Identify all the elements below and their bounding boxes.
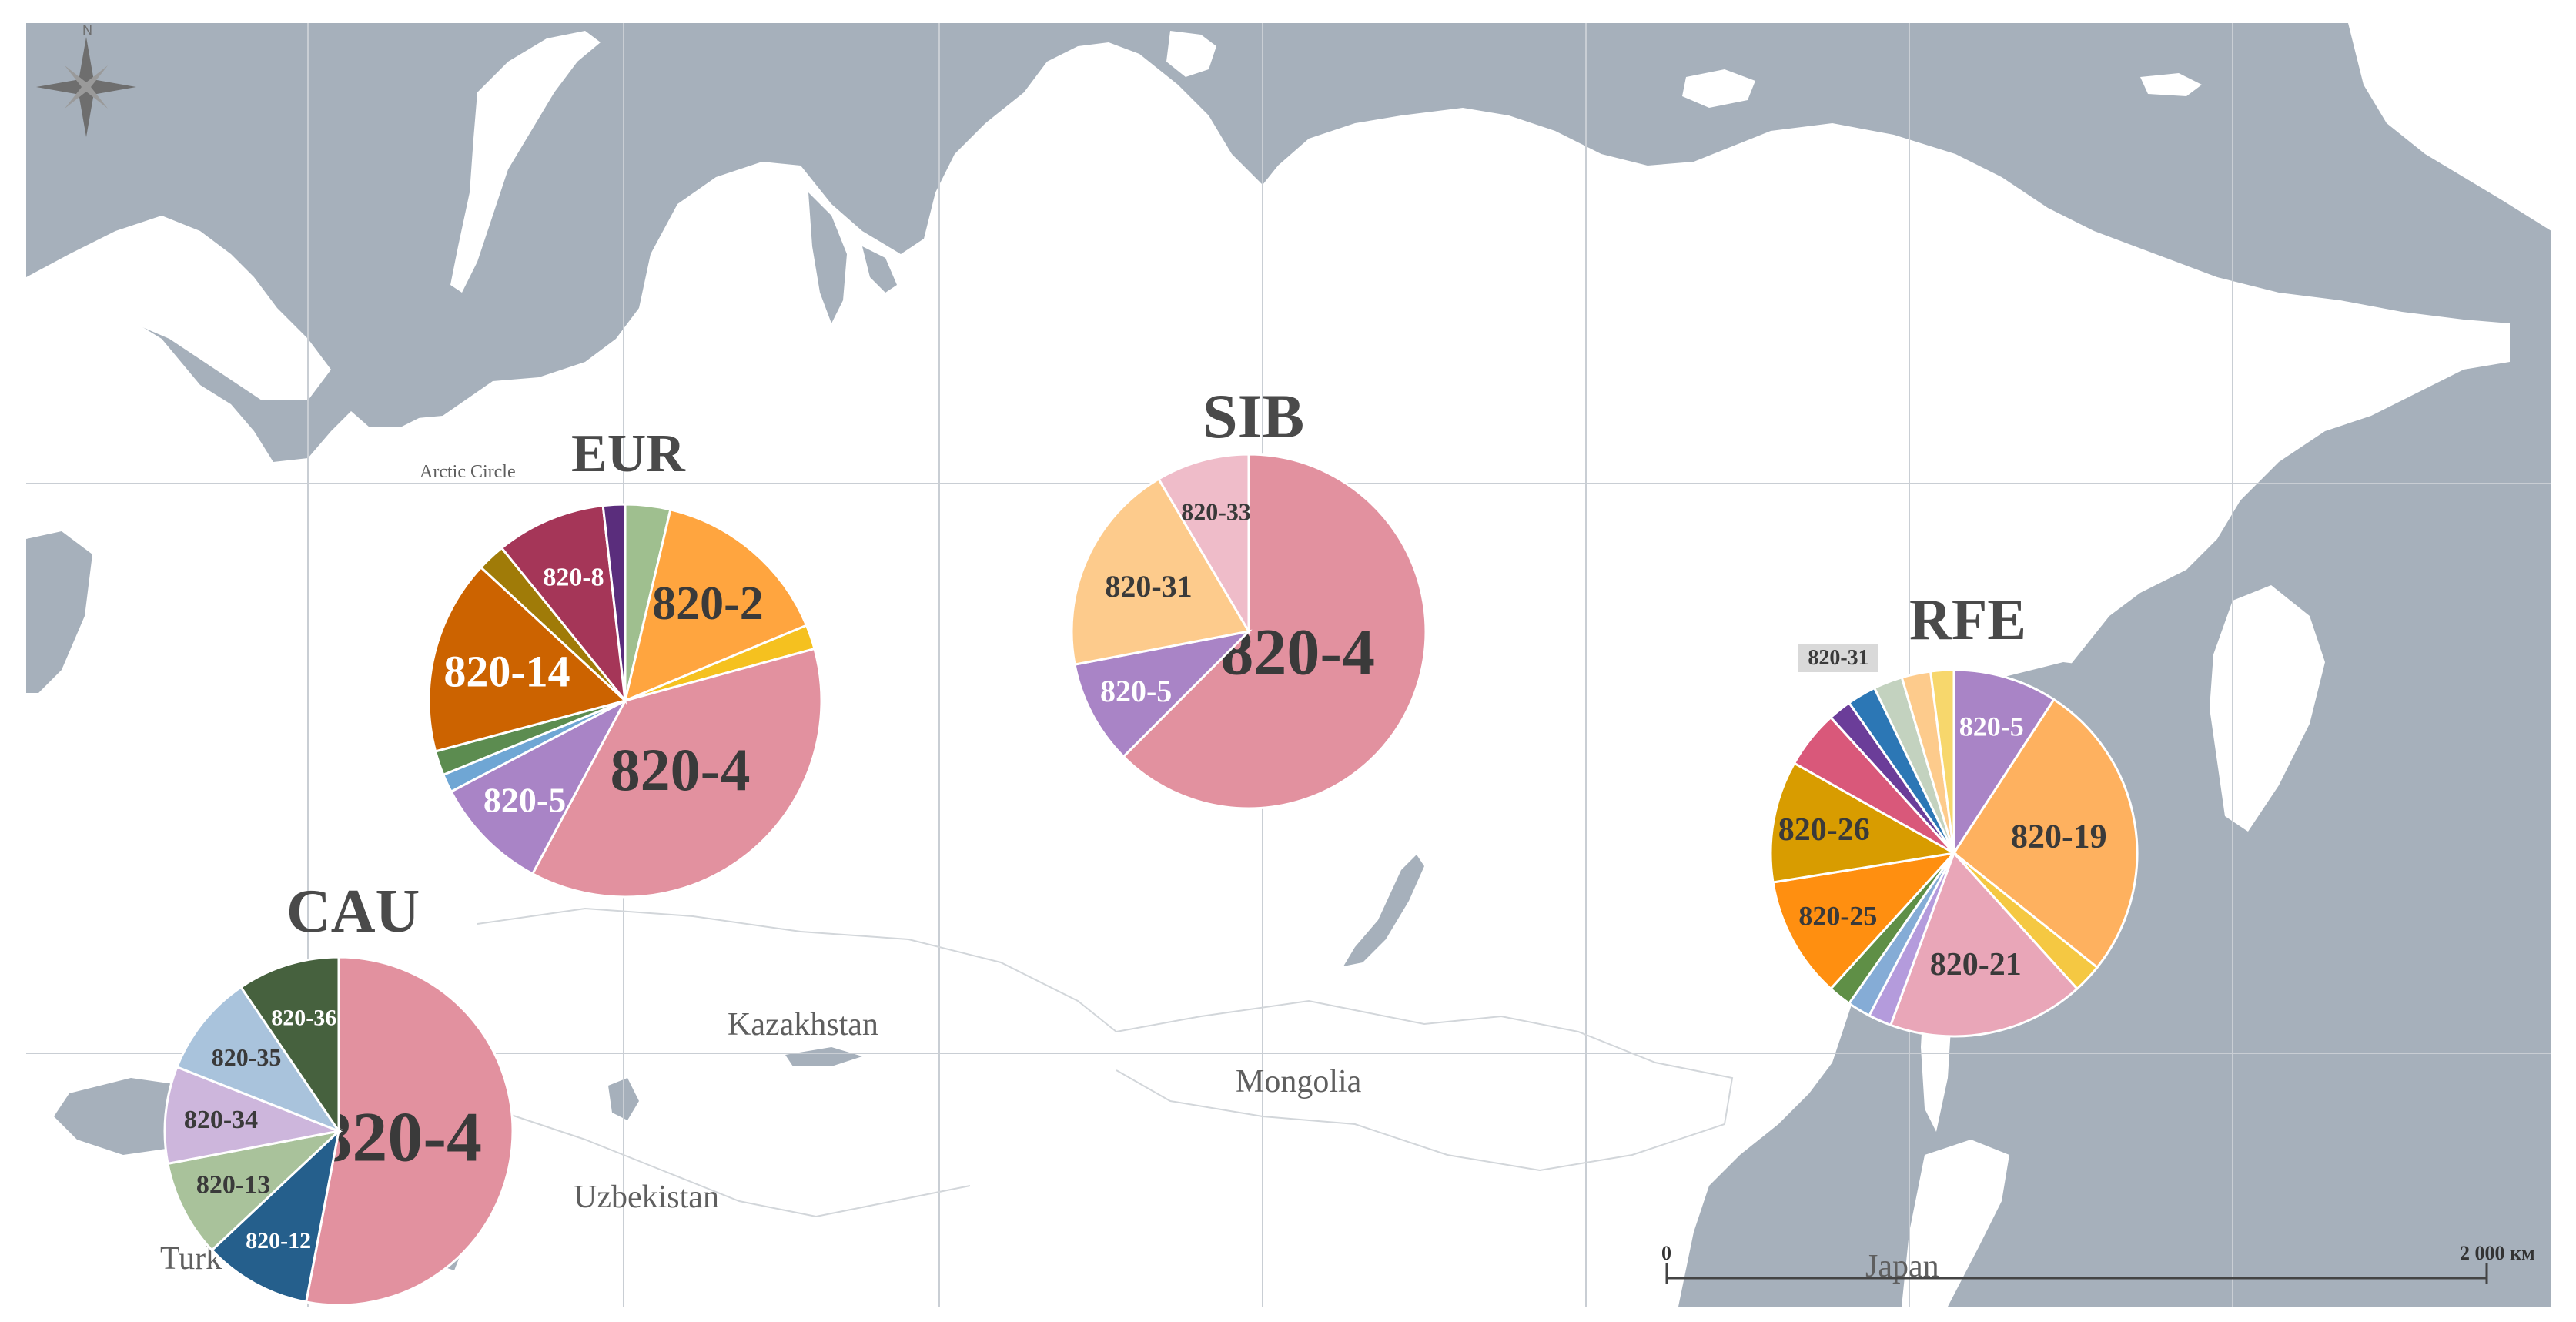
rfe-slice-14 bbox=[1929, 668, 1955, 854]
compass-south-point bbox=[79, 87, 94, 137]
compass-n-label: N bbox=[82, 22, 92, 38]
eur-slice-3 bbox=[530, 647, 823, 899]
sib-slice-label: 820-5 bbox=[1100, 674, 1172, 708]
wrangel-island bbox=[2140, 73, 2202, 96]
rfe-callout-bg bbox=[1798, 644, 1878, 672]
compass-diagonal-1 bbox=[86, 65, 108, 87]
arctic-circle-label: Arctic Circle bbox=[420, 462, 516, 482]
sib-slice-3 bbox=[1156, 453, 1250, 636]
mongolia-label: Mongolia bbox=[1236, 1064, 1362, 1099]
border-central-asia bbox=[492, 1108, 971, 1218]
cau-slice-4 bbox=[175, 985, 342, 1134]
country-borders bbox=[477, 907, 1734, 1218]
alaska-land bbox=[2348, 23, 2551, 231]
scale-bar: 0 2 000 км bbox=[1661, 1242, 2535, 1284]
rfe-slice-8 bbox=[1769, 761, 1958, 884]
kamchatka bbox=[2210, 585, 2325, 832]
compass-east-point bbox=[86, 79, 136, 95]
rfe-slice-7 bbox=[1771, 851, 1957, 991]
eur-slice-label: 820-14 bbox=[443, 647, 570, 697]
sea-of-japan bbox=[1771, 1132, 1902, 1307]
lake-baikal bbox=[1343, 855, 1424, 966]
cau-slice-5 bbox=[239, 956, 340, 1135]
compass-rose-icon: N bbox=[36, 22, 136, 137]
baltic-sea bbox=[26, 531, 92, 693]
eur-slice-label: 820-4 bbox=[611, 736, 751, 803]
compass-diagonal-3 bbox=[86, 87, 108, 109]
sib-slice-label: 820-31 bbox=[1105, 569, 1192, 604]
cau-slice-label: 820-35 bbox=[212, 1043, 282, 1071]
cau-slice-2 bbox=[166, 1129, 343, 1252]
gulf-of-ob bbox=[808, 192, 847, 323]
cau-title: CAU bbox=[286, 878, 420, 945]
rfe-slice-label: 820-5 bbox=[1959, 711, 2024, 742]
sib-slice-2 bbox=[1070, 477, 1251, 666]
eur-slice-4 bbox=[449, 698, 628, 875]
sib-title: SIB bbox=[1203, 381, 1304, 451]
rfe-slice-label: 820-19 bbox=[2011, 817, 2107, 855]
lake-balkhash bbox=[785, 1047, 862, 1066]
new-siberian-islands bbox=[1682, 69, 1755, 108]
cau-slice-0 bbox=[304, 956, 514, 1307]
rfe-slice-label: 820-21 bbox=[1930, 947, 2022, 982]
rfe-slice-label: 820-31 bbox=[1808, 646, 1868, 670]
eur-title: EUR bbox=[571, 424, 686, 484]
cau-slice-1 bbox=[210, 1127, 341, 1304]
cau-slice-label: 820-12 bbox=[246, 1228, 311, 1253]
compass-west-point bbox=[36, 79, 86, 95]
eur-slice-9 bbox=[500, 504, 627, 705]
pie-rfe: 820-5 820-19 820-21 820-25 820-26 820-31 bbox=[1769, 644, 2139, 1038]
land-scandinavia bbox=[26, 216, 331, 400]
sib-slice-1 bbox=[1073, 629, 1253, 758]
cau-slice-label: 820-4 bbox=[316, 1097, 482, 1176]
taz-estuary bbox=[862, 246, 897, 293]
pie-cau: 820-4 820-12 820-13 820-34 820-35 820-36 bbox=[163, 956, 514, 1307]
scale-bar-start: 0 bbox=[1661, 1242, 1671, 1264]
eur-slice-label: 820-5 bbox=[483, 781, 566, 820]
border-kazakhstan-north bbox=[477, 907, 1117, 1032]
white-sea bbox=[339, 362, 454, 427]
rfe-slice-1 bbox=[1952, 698, 2139, 969]
compass-diagonal-2 bbox=[65, 87, 86, 109]
kazakhstan-label: Kazakhstan bbox=[728, 1007, 878, 1043]
uzbekistan-label: Uzbekistan bbox=[574, 1180, 719, 1215]
eur-slice-10 bbox=[601, 503, 627, 701]
cau-slice-label: 820-36 bbox=[271, 1006, 336, 1031]
novaya-zemlya-land bbox=[450, 31, 601, 293]
rfe-slice-label: 820-25 bbox=[1798, 901, 1877, 932]
rfe-title: RFE bbox=[1909, 587, 2026, 652]
sib-slice-0 bbox=[1122, 453, 1427, 810]
rfe-slice-0 bbox=[1952, 668, 2056, 858]
figure-margin-left bbox=[0, 0, 26, 1322]
border-mongolia bbox=[1116, 999, 1734, 1172]
cau-slice-label: 820-13 bbox=[196, 1170, 270, 1199]
severnaya-zemlya-land bbox=[1166, 31, 1216, 77]
eur-slice-7 bbox=[427, 565, 628, 753]
scale-bar-end: 2 000 км bbox=[2460, 1242, 2535, 1264]
figure-margin-top bbox=[0, 0, 2576, 23]
rfe-slice-label: 820-26 bbox=[1778, 812, 1870, 848]
compass-diagonal-4 bbox=[65, 65, 86, 87]
compass-north-point bbox=[79, 37, 94, 87]
figure-margin-right bbox=[2551, 0, 2576, 1322]
eur-slice-label: 820-2 bbox=[652, 577, 764, 630]
eur-slice-label: 820-8 bbox=[543, 564, 604, 592]
cau-slice-label: 820-34 bbox=[184, 1106, 258, 1134]
figure-margin-bottom bbox=[0, 1307, 2576, 1322]
japan-land bbox=[1902, 1140, 2009, 1307]
sib-slice-label: 820-33 bbox=[1181, 498, 1251, 526]
eur-slice-1 bbox=[623, 508, 808, 703]
cau-slice-3 bbox=[163, 1065, 343, 1166]
pie-eur: 820-2 820-4 820-5 820-14 820-8 bbox=[427, 503, 823, 899]
